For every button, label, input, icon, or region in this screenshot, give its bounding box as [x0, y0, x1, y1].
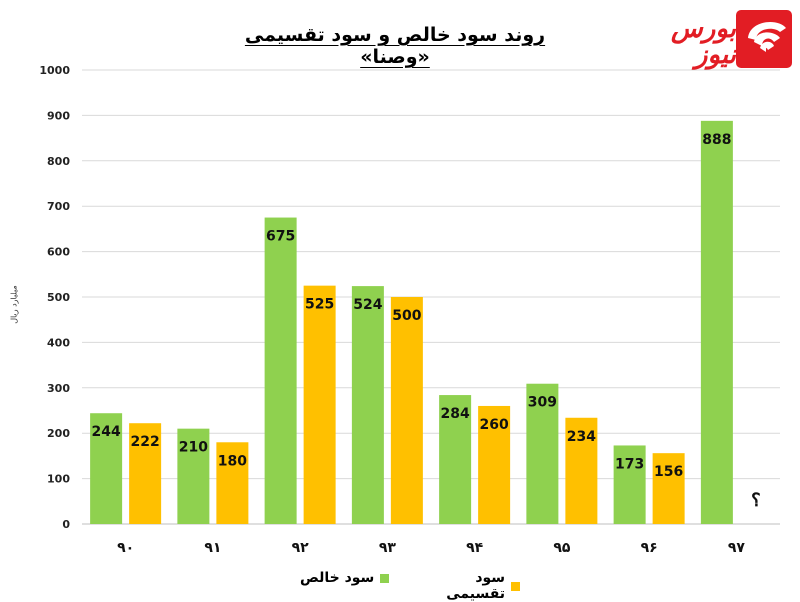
- y-tick-label: 500: [47, 291, 70, 304]
- y-tick-label: 700: [47, 200, 70, 213]
- legend-swatch-green: [380, 573, 390, 583]
- bar: [390, 297, 423, 524]
- bar-data-label: 525: [305, 297, 334, 313]
- bar-data-label: 888: [702, 132, 731, 148]
- bar-data-label: 234: [567, 429, 596, 445]
- bar-data-label: 500: [392, 308, 421, 324]
- bar: [652, 453, 685, 524]
- y-tick-label: 200: [47, 427, 70, 440]
- legend-item-net-profit: سود خالص: [300, 570, 390, 586]
- bar: [129, 423, 162, 524]
- bar: [264, 217, 297, 525]
- logo-emblem-icon: [736, 10, 792, 68]
- unknown-value-label: ؟: [751, 490, 761, 511]
- legend-swatch-orange: [511, 581, 520, 591]
- bar: [526, 383, 559, 524]
- y-tick-label: 0: [62, 518, 70, 531]
- y-tick-label: 1000: [39, 64, 70, 77]
- bar-data-label: 260: [480, 417, 509, 433]
- x-tick-label: ۹۱: [204, 540, 221, 556]
- x-tick-label: ۹۲: [292, 540, 310, 556]
- bar-data-label: 244: [92, 424, 121, 440]
- y-tick-label: 800: [47, 155, 70, 168]
- bar: [439, 395, 472, 524]
- bar-data-label: 675: [266, 229, 295, 245]
- boursenews-logo: بورس نیوز: [622, 6, 794, 76]
- bar: [565, 417, 598, 524]
- legend: سود خالص سود تقسیمی: [300, 570, 520, 602]
- bar: [90, 413, 123, 524]
- bar-data-label: 180: [218, 453, 247, 469]
- bar: [177, 428, 210, 524]
- bar-data-label: 222: [131, 434, 160, 450]
- y-tick-label: 400: [47, 336, 70, 349]
- x-tick-label: ۹۷: [728, 540, 746, 556]
- bar-data-label: 173: [615, 456, 644, 472]
- bar: [216, 442, 249, 524]
- legend-label-dividend: سود تقسیمی: [446, 570, 506, 602]
- bar: [351, 286, 384, 524]
- y-tick-label: 100: [47, 473, 70, 486]
- x-tick-label: ۹۴: [466, 540, 484, 556]
- x-tick-label: ۹۵: [553, 540, 571, 556]
- logo-text: بورس نیوز: [671, 14, 736, 70]
- bar: [478, 405, 511, 524]
- legend-item-dividend: سود تقسیمی: [412, 570, 520, 602]
- bar-data-label: 210: [179, 440, 208, 456]
- y-tick-label: 300: [47, 382, 70, 395]
- y-axis-label: میلیارد ریال: [9, 285, 19, 324]
- bar-data-label: 524: [353, 297, 382, 313]
- bar: [303, 285, 336, 524]
- x-tick-label: ۹۳: [379, 540, 397, 556]
- bar: [613, 445, 646, 524]
- legend-label-net-profit: سود خالص: [300, 570, 375, 586]
- x-tick-label: ۹۰: [117, 540, 134, 556]
- bar-data-label: 284: [441, 406, 470, 422]
- chart-title: روند سود خالص و سود تقسیمی «وصنا»: [244, 24, 546, 68]
- y-tick-label: 600: [47, 246, 70, 259]
- x-tick-label: ۹۶: [641, 540, 658, 556]
- y-tick-label: 900: [47, 109, 70, 122]
- bar-data-label: 309: [528, 395, 557, 411]
- bar-data-label: 156: [654, 464, 683, 480]
- bar: [700, 120, 733, 525]
